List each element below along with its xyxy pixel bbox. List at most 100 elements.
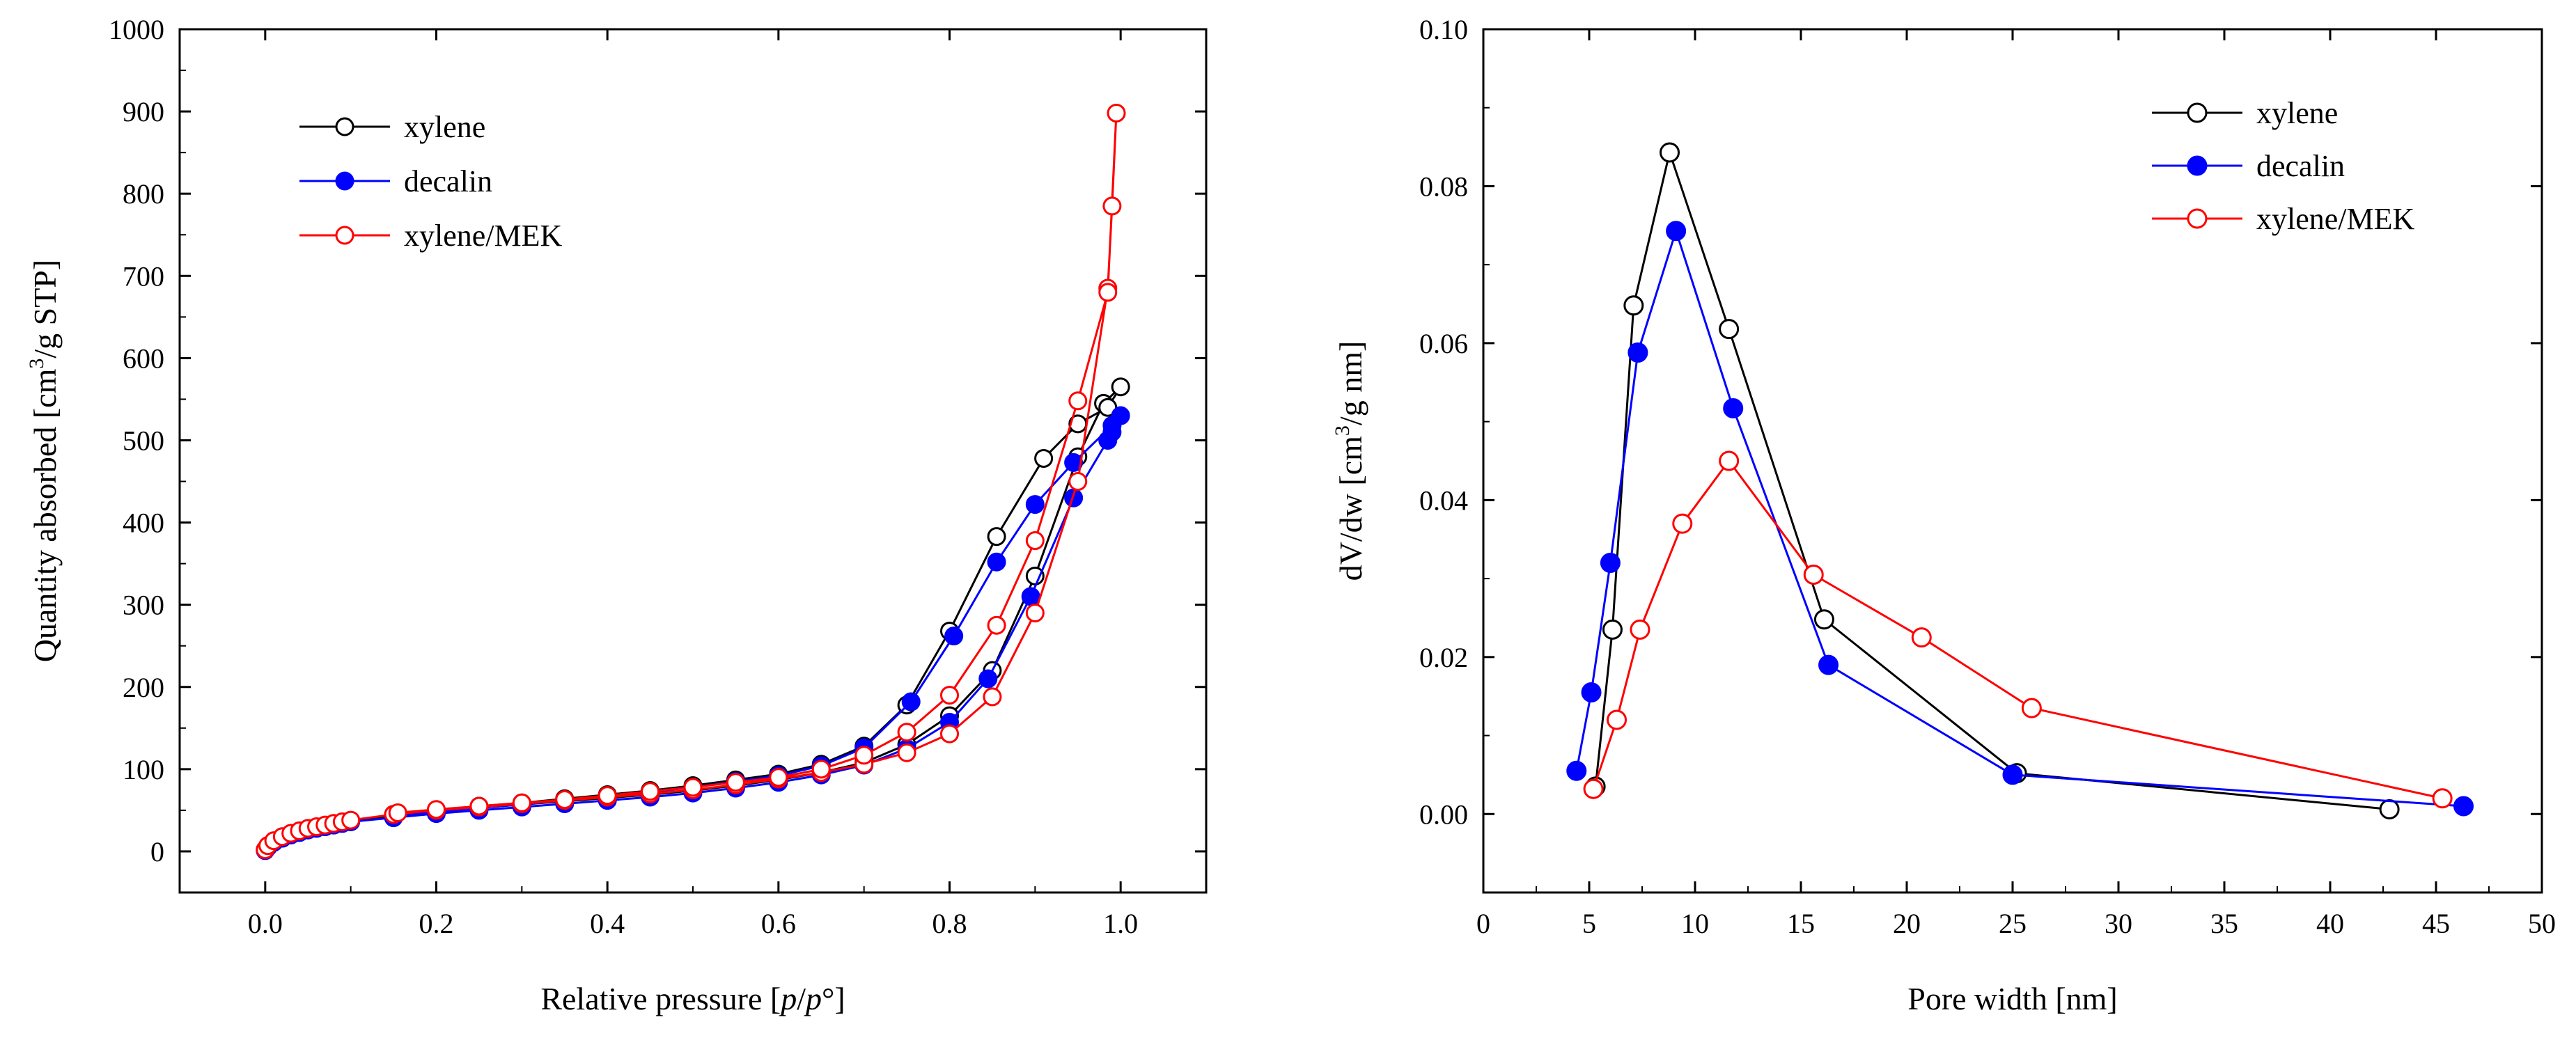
- left-tick-labels: 0.0 0.2 0.4 0.6 0.8 1.0 0 100 200 300 400 500 600 700…: [109, 14, 1138, 939]
- left-point-xylene-mek: [940, 724, 959, 744]
- left-point-decalin: [987, 552, 1006, 572]
- right-legend-item-xylene: xylene: [2152, 96, 2338, 130]
- right-y-axis-title: dV/dw [cm3/g nm]: [1331, 341, 1368, 581]
- right-x-tick-label: 0: [1476, 908, 1490, 939]
- left-point-decalin: [944, 627, 964, 646]
- left-point-xylene: [1025, 566, 1045, 585]
- right-point-xylene-mek: [1583, 778, 1604, 799]
- right-point-xylene: [2379, 799, 2400, 820]
- left-point-xylene-mek: [427, 800, 446, 819]
- right-point-decalin: [1581, 682, 1602, 703]
- left-y-tick-label: 900: [123, 96, 164, 127]
- left-point-xylene-mek: [388, 803, 407, 822]
- right-legend-label: xylene: [2256, 96, 2338, 130]
- right-point-xylene-mek: [1672, 513, 1693, 534]
- right-x-tick-label: 50: [2528, 908, 2556, 939]
- right-line-decalin: [1575, 230, 2464, 808]
- adsorption-isotherm-chart: 0.0 0.2 0.4 0.6 0.8 1.0 0 100 200 300 400 500 600 700…: [25, 14, 1208, 1016]
- left-point-xylene-mek: [555, 790, 575, 810]
- right-legend-swatch-marker: [2187, 102, 2208, 123]
- left-legend-item-xylene: xylene: [299, 110, 485, 144]
- right-line-xylene: [1594, 151, 2390, 810]
- left-point-xylene-mek: [512, 793, 531, 812]
- left-legend-swatch-marker: [335, 226, 354, 245]
- left-series-xylene-mek: [256, 103, 1126, 860]
- left-x-tick-label: 0.6: [761, 908, 796, 939]
- right-y-tick-label: 0.02: [1419, 642, 1468, 673]
- left-legend-item-decalin: decalin: [299, 164, 492, 198]
- pore-size-distribution-chart: 0 5 10 15 20 25 30 35 40 45 50 0.00 0.02 0.04 0.06 0.08…: [1331, 14, 2556, 1016]
- left-y-tick-label: 200: [123, 672, 164, 703]
- right-point-xylene-mek: [2432, 788, 2453, 809]
- left-y-tick-label: 500: [123, 425, 164, 456]
- left-x-tick-label: 0.0: [248, 908, 283, 939]
- left-point-decalin: [978, 669, 998, 689]
- left-x-tick-label: 0.8: [932, 908, 967, 939]
- left-point-xylene-mek: [897, 723, 916, 742]
- right-legend-item-decalin: decalin: [2152, 149, 2345, 183]
- left-ticks-layer: [180, 28, 1206, 892]
- right-tick-labels: 0 5 10 15 20 25 30 35 40 45 50 0.00 0.02 0.04 0.06 0.08…: [1419, 14, 2556, 939]
- left-point-decalin: [1102, 416, 1122, 435]
- right-legend-label: xylene/MEK: [2256, 202, 2415, 236]
- right-point-decalin: [1723, 398, 1744, 418]
- left-plot-frame: [178, 28, 1208, 894]
- left-point-xylene-mek: [1025, 531, 1045, 551]
- left-y-tick-label: 300: [123, 590, 164, 621]
- right-plot-area: 0 5 10 15 20 25 30 35 40 45 50 0.00 0.02 0.04 0.06 0.08…: [1419, 14, 2556, 939]
- right-x-tick-label: 5: [1582, 908, 1596, 939]
- right-point-xylene-mek: [1911, 627, 1932, 648]
- right-point-xylene: [1660, 142, 1680, 163]
- left-y-tick-label: 800: [123, 178, 164, 210]
- left-point-decalin: [1025, 495, 1045, 514]
- left-point-xylene-mek: [341, 810, 361, 830]
- left-point-xylene-mek: [1107, 103, 1126, 123]
- left-plot-area: 0.0 0.2 0.4 0.6 0.8 1.0 0 100 200 300 400 500 600 700…: [109, 14, 1206, 939]
- right-series-xylene-mek: [1583, 450, 2453, 809]
- right-x-tick-label: 15: [1787, 908, 1815, 939]
- left-x-tick-label: 0.2: [419, 908, 454, 939]
- right-point-decalin: [1566, 760, 1587, 781]
- left-point-xylene: [1034, 448, 1054, 468]
- right-x-tick-label: 30: [2105, 908, 2132, 939]
- right-legend-swatch-marker: [2187, 208, 2208, 229]
- left-point-xylene-mek: [1025, 603, 1045, 622]
- right-legend: xylene decalin xylene/MEK: [2152, 96, 2415, 236]
- left-point-xylene-mek: [726, 773, 745, 792]
- right-x-tick-label: 45: [2422, 908, 2450, 939]
- left-y-tick-label: 700: [123, 260, 164, 292]
- left-point-xylene: [987, 527, 1006, 546]
- right-y-tick-label: 0.06: [1419, 328, 1468, 359]
- left-legend-swatch-marker: [335, 117, 354, 136]
- right-x-tick-label: 20: [1893, 908, 1921, 939]
- right-point-decalin: [2453, 796, 2474, 817]
- left-point-xylene-mek: [1098, 283, 1118, 302]
- left-point-xylene-mek: [641, 782, 660, 801]
- right-point-xylene: [1719, 319, 1740, 340]
- left-legend: xylene decalin xylene/MEK: [299, 110, 563, 253]
- left-point-decalin: [901, 692, 921, 711]
- right-series-decalin: [1566, 221, 2474, 817]
- right-legend-swatch-marker: [2187, 155, 2208, 176]
- right-x-tick-label: 25: [1999, 908, 2027, 939]
- left-legend-label: xylene/MEK: [404, 219, 563, 253]
- left-y-tick-label: 100: [123, 754, 164, 785]
- right-point-xylene: [1813, 609, 1834, 630]
- left-point-xylene-mek: [983, 687, 1002, 707]
- left-point-xylene-mek: [897, 743, 916, 762]
- right-point-xylene: [1602, 619, 1623, 640]
- right-point-xylene-mek: [1719, 450, 1740, 471]
- right-point-decalin: [1818, 654, 1839, 675]
- right-legend-label: decalin: [2256, 149, 2345, 183]
- right-y-tick-label: 0.04: [1419, 485, 1468, 516]
- right-point-decalin: [2002, 764, 2023, 785]
- left-point-xylene-mek: [987, 615, 1006, 635]
- right-point-decalin: [1627, 342, 1648, 363]
- right-line-xylene-mek: [1592, 459, 2443, 800]
- left-point-xylene-mek: [769, 768, 788, 787]
- left-point-xylene-mek: [940, 686, 959, 705]
- left-point-decalin: [1064, 453, 1084, 472]
- right-series-xylene: [1585, 142, 2400, 820]
- left-point-xylene-mek: [811, 760, 831, 779]
- right-point-xylene-mek: [1630, 619, 1650, 640]
